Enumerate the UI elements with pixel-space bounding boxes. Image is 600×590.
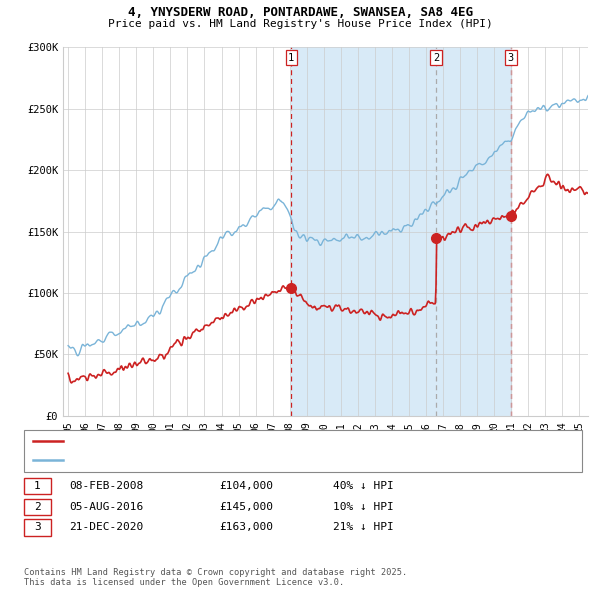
Text: 3: 3 [508, 53, 514, 63]
Text: HPI: Average price, detached house, Neath Port Talbot: HPI: Average price, detached house, Neat… [69, 455, 380, 465]
Bar [291, 47, 511, 416]
Text: 1: 1 [34, 481, 41, 491]
Text: £163,000: £163,000 [219, 523, 273, 532]
Text: 2: 2 [433, 53, 439, 63]
Text: 3: 3 [34, 523, 41, 532]
Text: 2: 2 [34, 502, 41, 512]
Text: Contains HM Land Registry data © Crown copyright and database right 2025.
This d: Contains HM Land Registry data © Crown c… [24, 568, 407, 587]
Text: £104,000: £104,000 [219, 481, 273, 491]
Text: 21-DEC-2020: 21-DEC-2020 [69, 523, 143, 532]
Text: 21% ↓ HPI: 21% ↓ HPI [333, 523, 394, 532]
Text: £145,000: £145,000 [219, 502, 273, 512]
Text: 4, YNYSDERW ROAD, PONTARDAWE, SWANSEA, SA8 4EG: 4, YNYSDERW ROAD, PONTARDAWE, SWANSEA, S… [128, 6, 473, 19]
Text: 4, YNYSDERW ROAD, PONTARDAWE, SWANSEA, SA8 4EG (detached house): 4, YNYSDERW ROAD, PONTARDAWE, SWANSEA, S… [69, 437, 439, 447]
Text: 08-FEB-2008: 08-FEB-2008 [69, 481, 143, 491]
Text: 40% ↓ HPI: 40% ↓ HPI [333, 481, 394, 491]
Text: 10% ↓ HPI: 10% ↓ HPI [333, 502, 394, 512]
Text: 05-AUG-2016: 05-AUG-2016 [69, 502, 143, 512]
Text: 1: 1 [288, 53, 295, 63]
Text: Price paid vs. HM Land Registry's House Price Index (HPI): Price paid vs. HM Land Registry's House … [107, 19, 493, 29]
